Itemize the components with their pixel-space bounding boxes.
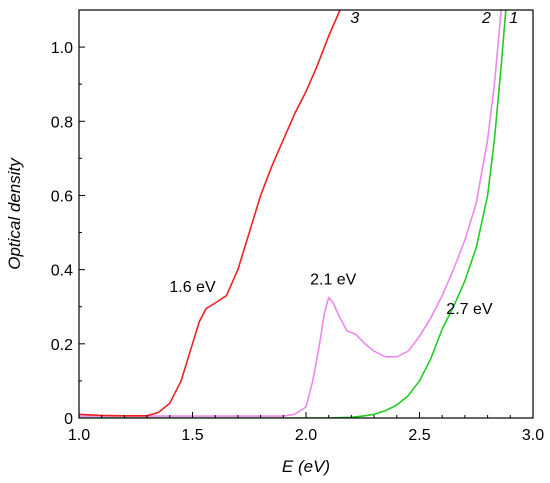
x-tick-label: 2.0 xyxy=(295,427,317,444)
y-tick-label: 1.0 xyxy=(51,40,73,57)
curve-number-label: 1 xyxy=(509,10,518,27)
x-tick-label: 3.0 xyxy=(522,427,544,444)
x-axis-title: E (eV) xyxy=(282,457,330,476)
y-tick-label: 0.8 xyxy=(51,114,73,131)
x-tick-label: 1.5 xyxy=(181,427,203,444)
x-tick-label: 2.5 xyxy=(408,427,430,444)
curve-number-label: 3 xyxy=(350,10,359,27)
x-axis-ticks: 1.0 1.5 2.0 2.5 3.0 xyxy=(68,412,544,444)
y-tick-label: 0 xyxy=(64,411,73,428)
x-tick-label: 1.0 xyxy=(68,427,90,444)
series-3-line xyxy=(79,10,341,417)
peak-annotation: 2.7 eV xyxy=(446,301,493,318)
y-tick-label: 0.4 xyxy=(51,263,73,280)
annotations-group: 1.6 eV 2.1 eV 2.7 eV 3 2 1 xyxy=(169,10,518,318)
plot-frame xyxy=(78,9,534,419)
series-2-line xyxy=(79,10,502,417)
curve-number-label: 2 xyxy=(481,10,491,27)
y-tick-label: 0.2 xyxy=(51,337,73,354)
y-axis-ticks: 0 0.2 0.4 0.6 0.8 1.0 xyxy=(51,9,85,428)
peak-annotation: 1.6 eV xyxy=(169,279,216,296)
y-axis-title: Optical density xyxy=(5,157,24,270)
curves-group xyxy=(79,10,507,418)
y-tick-label: 0.6 xyxy=(51,188,73,205)
peak-annotation: 2.1 eV xyxy=(310,271,357,288)
series-1-line xyxy=(79,10,507,418)
